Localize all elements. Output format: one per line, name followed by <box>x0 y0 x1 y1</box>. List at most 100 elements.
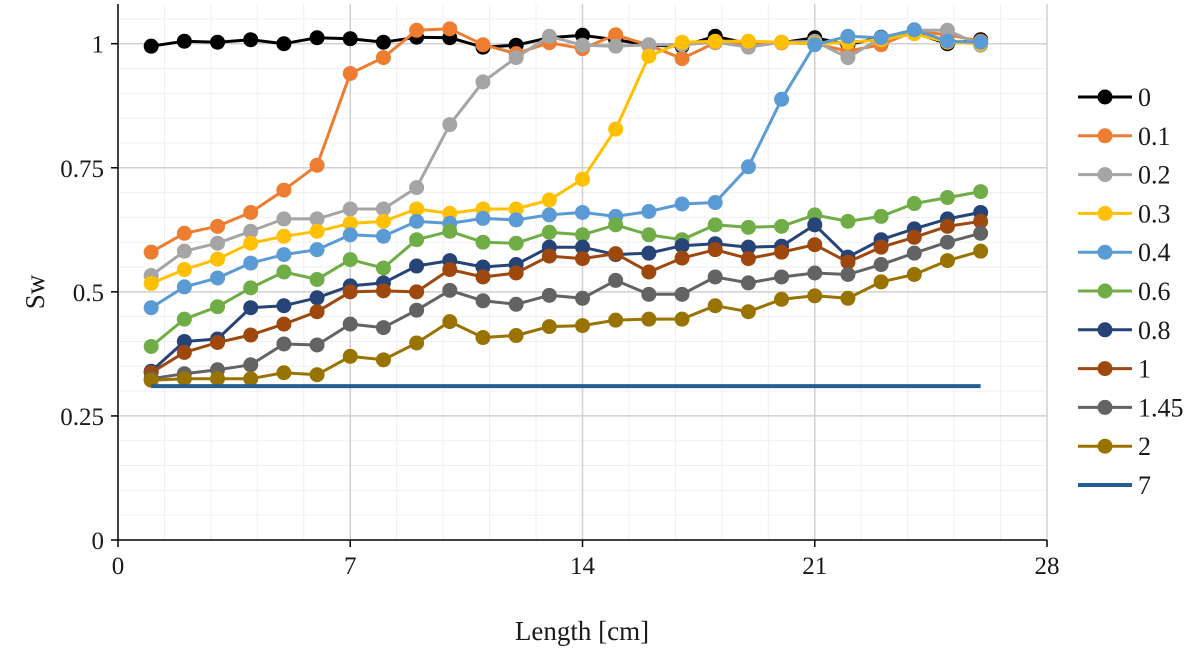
data-point-0.8 <box>276 298 292 314</box>
data-point-0.2 <box>508 50 524 66</box>
data-point-0.8 <box>641 245 657 261</box>
data-point-0.4 <box>873 30 889 46</box>
data-point-0.3 <box>375 213 391 229</box>
data-point-0.6 <box>143 338 159 354</box>
y-tick-label: 0.25 <box>60 404 104 431</box>
series-1.45 <box>143 225 989 387</box>
x-tick-label: 21 <box>802 553 827 580</box>
data-point-0.6 <box>409 232 425 248</box>
data-point-1.45 <box>807 265 823 281</box>
legend-item-0.2: 0.2 <box>1078 161 1171 190</box>
y-tick-label: 0.75 <box>60 156 104 183</box>
data-point-0.4 <box>176 279 192 295</box>
data-point-0.4 <box>409 213 425 229</box>
legend-item-7: 7 <box>1078 471 1151 500</box>
data-point-1 <box>774 244 790 260</box>
data-point-0.6 <box>210 299 226 315</box>
data-point-1 <box>608 246 624 262</box>
data-point-0.4 <box>774 91 790 107</box>
data-point-0.2 <box>276 211 292 227</box>
data-point-2 <box>608 312 624 328</box>
data-point-0.6 <box>641 227 657 243</box>
data-point-0.3 <box>641 48 657 64</box>
legend-label: 0.1 <box>1138 122 1171 151</box>
data-point-0.4 <box>707 195 723 211</box>
legend-item-0.1: 0.1 <box>1078 122 1171 151</box>
data-point-0.3 <box>508 201 524 217</box>
data-point-0.2 <box>541 28 557 44</box>
data-point-0.3 <box>342 215 358 231</box>
data-point-1 <box>641 264 657 280</box>
data-point-0.2 <box>442 117 458 133</box>
data-point-2 <box>309 367 325 383</box>
data-point-0.6 <box>740 219 756 235</box>
data-point-0.6 <box>475 234 491 250</box>
data-point-1.45 <box>740 275 756 291</box>
data-point-2 <box>707 298 723 314</box>
data-point-1 <box>840 254 856 270</box>
data-point-0.6 <box>939 190 955 206</box>
data-point-0.1 <box>608 27 624 43</box>
data-point-0.3 <box>409 201 425 217</box>
data-point-0.4 <box>973 34 989 50</box>
legend-label: 2 <box>1138 432 1151 461</box>
legend-label: 0.3 <box>1138 199 1171 228</box>
data-point-0.1 <box>143 244 159 260</box>
legend-label: 0.6 <box>1138 277 1171 306</box>
data-point-2 <box>840 290 856 306</box>
data-point-0.2 <box>342 201 358 217</box>
data-point-1.45 <box>873 257 889 273</box>
data-point-1 <box>575 251 590 267</box>
legend-swatch-marker <box>1097 283 1113 299</box>
data-point-0.6 <box>342 252 358 268</box>
data-point-0 <box>375 34 391 50</box>
data-point-2 <box>409 335 425 351</box>
x-tick-label: 14 <box>570 553 596 580</box>
legend-swatch-marker <box>1097 128 1113 144</box>
data-point-1 <box>508 265 524 281</box>
data-point-2 <box>774 291 790 307</box>
data-point-0.4 <box>807 37 823 53</box>
data-point-0.6 <box>243 280 259 296</box>
data-point-0.2 <box>176 243 192 259</box>
y-tick-label: 1 <box>92 32 105 59</box>
data-point-1.45 <box>939 234 955 250</box>
y-tick-label: 0.5 <box>73 280 104 307</box>
data-point-2 <box>143 372 159 388</box>
data-point-0.4 <box>541 207 557 223</box>
data-point-2 <box>375 352 391 368</box>
data-point-0.1 <box>375 50 391 66</box>
data-point-2 <box>939 253 955 269</box>
data-point-1.45 <box>409 302 425 318</box>
data-point-2 <box>575 318 590 334</box>
legend-label: 7 <box>1138 471 1151 500</box>
data-point-1 <box>973 213 989 229</box>
data-point-0.4 <box>243 255 259 271</box>
data-point-1 <box>210 334 226 350</box>
legend-swatch-marker <box>1097 89 1113 105</box>
data-point-0.6 <box>276 264 292 280</box>
data-point-1 <box>873 239 889 255</box>
legend-item-1: 1 <box>1078 355 1151 384</box>
legend-item-0: 0 <box>1078 83 1151 112</box>
data-point-2 <box>740 304 756 320</box>
series-group <box>143 21 989 389</box>
data-point-0.1 <box>409 22 425 38</box>
data-point-2 <box>276 365 292 381</box>
data-point-0.4 <box>840 28 856 44</box>
legend-item-0.3: 0.3 <box>1078 199 1171 228</box>
y-tick-label: 0 <box>92 528 105 555</box>
data-point-2 <box>508 328 524 344</box>
data-point-0.3 <box>176 262 192 278</box>
data-point-2 <box>210 371 226 387</box>
data-point-1 <box>541 248 557 264</box>
data-point-0.2 <box>309 211 325 227</box>
data-point-0.4 <box>906 22 922 38</box>
data-point-0.6 <box>973 184 989 200</box>
data-point-2 <box>906 266 922 282</box>
data-point-1.45 <box>309 337 325 353</box>
data-point-0.3 <box>243 235 259 251</box>
data-point-0.6 <box>508 235 524 251</box>
data-point-1.45 <box>674 286 690 302</box>
